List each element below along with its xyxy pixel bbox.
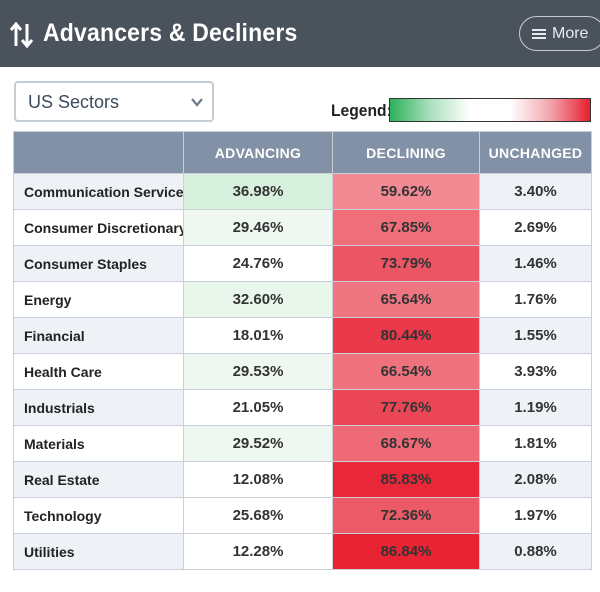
table-row[interactable]: Consumer Staples 24.76% 73.79% 1.46% [13, 245, 592, 282]
advancing-cell: 36.98% [183, 173, 333, 210]
unchanged-cell: 1.81% [479, 425, 592, 462]
sort-arrows-icon [10, 21, 34, 49]
chevron-down-icon [191, 98, 203, 107]
legend-label: Legend: [331, 101, 392, 120]
unchanged-cell: 1.97% [479, 497, 592, 534]
more-button[interactable]: More [519, 16, 600, 51]
declining-cell: 80.44% [332, 317, 480, 354]
advancing-cell: 32.60% [183, 281, 333, 318]
advancers-decliners-table: ADVANCING DECLINING UNCHANGED Communicat… [13, 131, 592, 570]
unchanged-cell: 1.19% [479, 389, 592, 426]
table-row[interactable]: Materials 29.52% 68.67% 1.81% [13, 425, 592, 462]
advancing-cell: 29.53% [183, 353, 333, 390]
unchanged-cell: 3.40% [479, 173, 592, 210]
widget-header: Advancers & Decliners More [0, 0, 600, 67]
table-row[interactable]: Financial 18.01% 80.44% 1.55% [13, 317, 592, 354]
column-header-advancing[interactable]: ADVANCING [183, 131, 333, 174]
sector-name-cell: Materials [13, 425, 184, 462]
unchanged-cell: 3.93% [479, 353, 592, 390]
sector-name-cell: Financial [13, 317, 184, 354]
unchanged-cell: 0.88% [479, 533, 592, 570]
declining-cell: 65.64% [332, 281, 480, 318]
widget-title: Advancers & Decliners [43, 19, 298, 47]
sector-name-cell: Consumer Staples [13, 245, 184, 282]
column-header-sector [13, 131, 184, 174]
unchanged-cell: 2.69% [479, 209, 592, 246]
sector-name-cell: Communication Services [13, 173, 184, 210]
advancing-cell: 18.01% [183, 317, 333, 354]
table-row[interactable]: Consumer Discretionary 29.46% 67.85% 2.69% [13, 209, 592, 246]
sector-name-cell: Energy [13, 281, 184, 318]
advancing-cell: 29.52% [183, 425, 333, 462]
declining-cell: 85.83% [332, 461, 480, 498]
column-header-unchanged[interactable]: UNCHANGED [479, 131, 592, 174]
legend-color-scale [389, 98, 591, 122]
declining-cell: 66.54% [332, 353, 480, 390]
sector-name-cell: Real Estate [13, 461, 184, 498]
sector-name-cell: Utilities [13, 533, 184, 570]
declining-cell: 59.62% [332, 173, 480, 210]
declining-cell: 73.79% [332, 245, 480, 282]
sector-group-select-value: US Sectors [28, 92, 120, 112]
table-row[interactable]: Utilities 12.28% 86.84% 0.88% [13, 533, 592, 570]
more-button-label: More [552, 24, 589, 42]
declining-cell: 77.76% [332, 389, 480, 426]
column-header-declining[interactable]: DECLINING [332, 131, 480, 174]
table-row[interactable]: Communication Services 36.98% 59.62% 3.40% [13, 173, 592, 210]
unchanged-cell: 2.08% [479, 461, 592, 498]
table-row[interactable]: Health Care 29.53% 66.54% 3.93% [13, 353, 592, 390]
sector-name-cell: Health Care [13, 353, 184, 390]
unchanged-cell: 1.55% [479, 317, 592, 354]
table-row[interactable]: Industrials 21.05% 77.76% 1.19% [13, 389, 592, 426]
table-header-row: ADVANCING DECLINING UNCHANGED [13, 131, 592, 174]
table-row[interactable]: Real Estate 12.08% 85.83% 2.08% [13, 461, 592, 498]
sector-name-cell: Technology [13, 497, 184, 534]
advancing-cell: 12.28% [183, 533, 333, 570]
advancing-cell: 29.46% [183, 209, 333, 246]
sector-name-cell: Consumer Discretionary [13, 209, 184, 246]
table-row[interactable]: Technology 25.68% 72.36% 1.97% [13, 497, 592, 534]
unchanged-cell: 1.76% [479, 281, 592, 318]
advancing-cell: 21.05% [183, 389, 333, 426]
advancing-cell: 24.76% [183, 245, 333, 282]
declining-cell: 86.84% [332, 533, 480, 570]
declining-cell: 68.67% [332, 425, 480, 462]
hamburger-menu-icon [532, 27, 546, 41]
sector-group-select[interactable]: US Sectors [14, 81, 214, 122]
declining-cell: 72.36% [332, 497, 480, 534]
table-row[interactable]: Energy 32.60% 65.64% 1.76% [13, 281, 592, 318]
advancing-cell: 12.08% [183, 461, 333, 498]
unchanged-cell: 1.46% [479, 245, 592, 282]
sector-name-cell: Industrials [13, 389, 184, 426]
advancing-cell: 25.68% [183, 497, 333, 534]
declining-cell: 67.85% [332, 209, 480, 246]
